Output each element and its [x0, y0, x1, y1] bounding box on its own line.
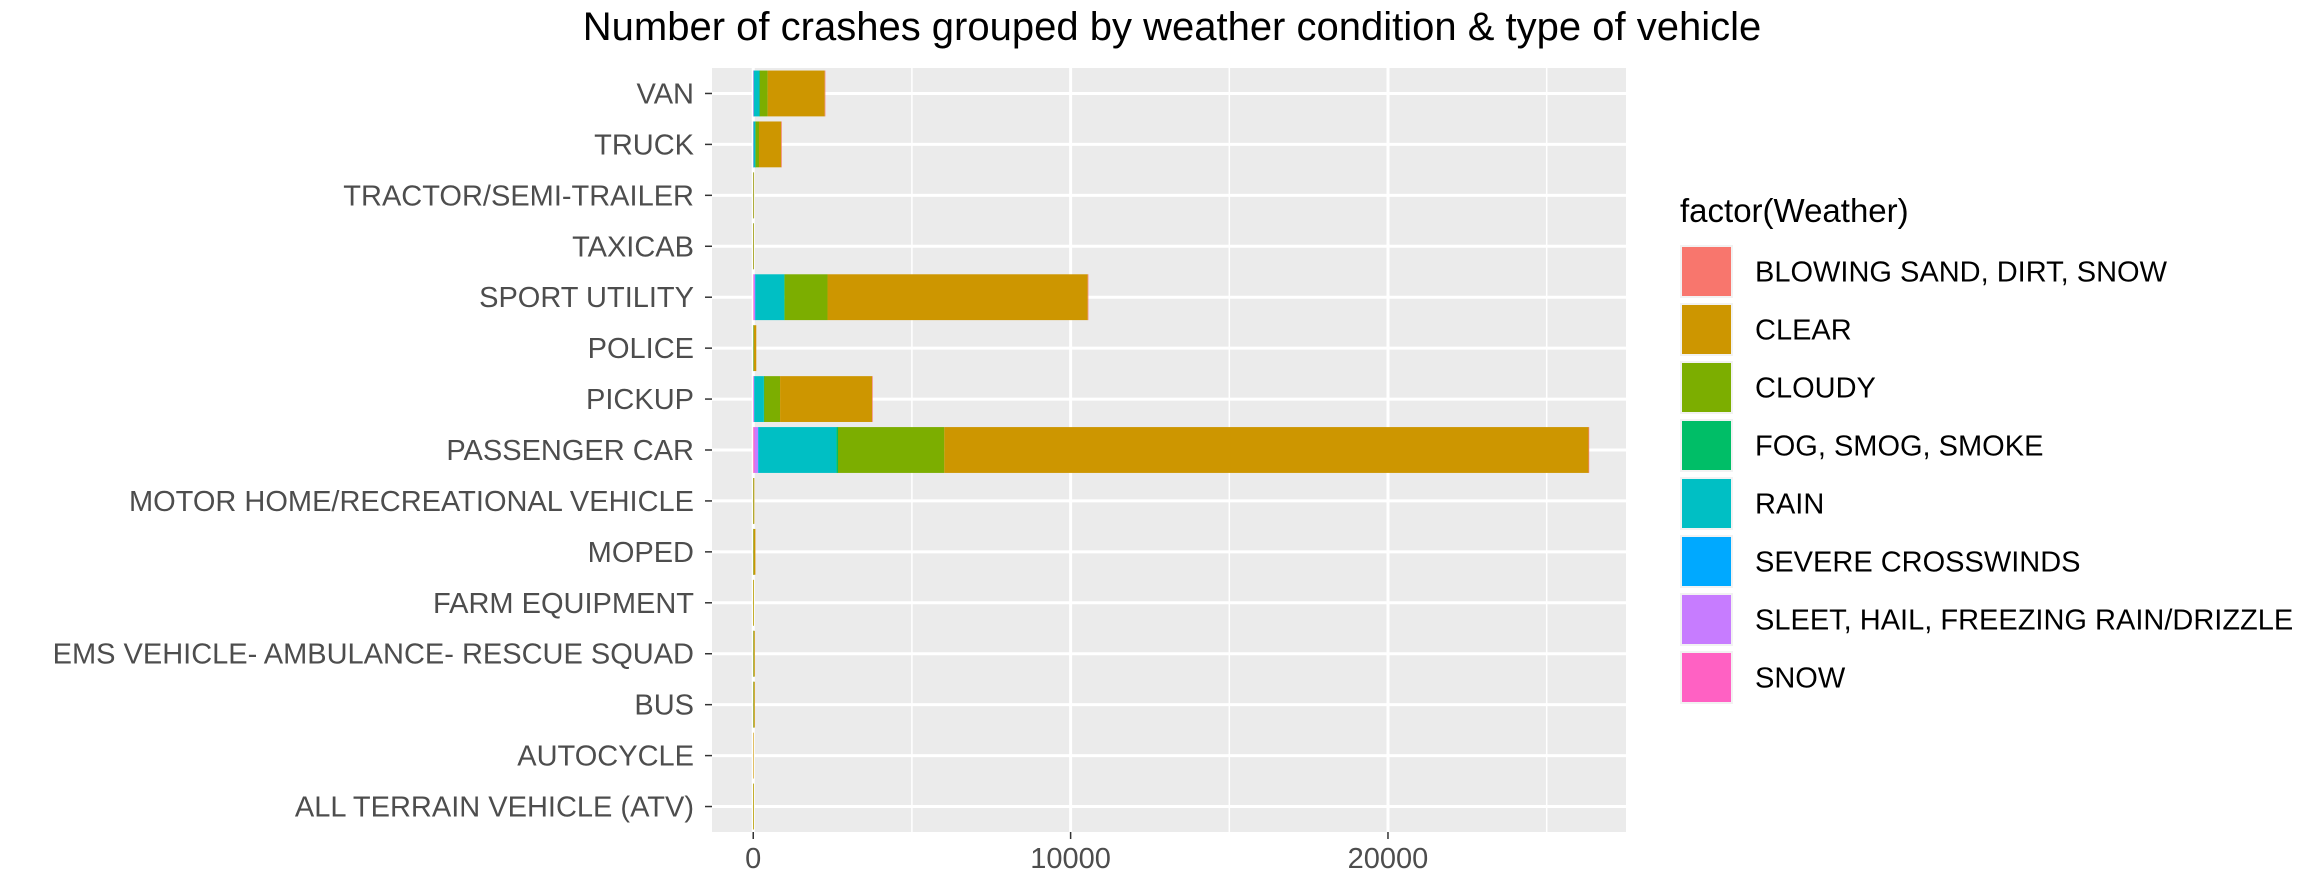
bar-segment — [755, 274, 756, 321]
y-tick-label: ALL TERRAIN VEHICLE (ATV) — [295, 792, 694, 824]
chart-title: Number of crashes grouped by weather con… — [583, 5, 1761, 49]
bar-segment — [753, 528, 756, 575]
legend-key — [1682, 421, 1731, 470]
y-tick-label: TRACTOR/SEMI-TRAILER — [343, 180, 694, 212]
legend-key — [1682, 537, 1731, 586]
bar-segment — [754, 427, 759, 473]
bar-segment — [753, 121, 756, 168]
bar-segment — [784, 274, 785, 321]
bar-segment — [767, 70, 825, 117]
legend-key — [1682, 305, 1731, 354]
bar-segment — [759, 121, 782, 168]
bar-segment — [764, 376, 781, 422]
bar-segment — [753, 376, 755, 422]
legend-key — [1682, 247, 1731, 296]
bar-segment — [780, 376, 873, 422]
bars — [753, 70, 1590, 830]
legend-key — [1682, 479, 1731, 528]
y-tick-label: PICKUP — [586, 384, 694, 416]
grid-lines — [712, 68, 1626, 832]
bar-segment — [758, 427, 837, 473]
legend-title: factor(Weather) — [1680, 192, 1909, 229]
y-tick-label: POLICE — [588, 333, 694, 365]
bar-segment — [824, 70, 826, 117]
bar-segment — [753, 70, 760, 117]
legend-key — [1682, 653, 1731, 702]
bar-segment — [753, 630, 755, 677]
legend-label: SNOW — [1755, 663, 1846, 695]
bar-segment — [781, 121, 782, 168]
x-tick-label: 10000 — [1030, 843, 1111, 875]
bar-segment — [753, 325, 757, 372]
x-axis: 0 10000 20000 — [745, 832, 1428, 875]
bar-segment — [753, 783, 754, 830]
bar-segment — [753, 478, 755, 524]
legend-label: FOG, SMOG, SMOKE — [1755, 431, 2043, 463]
y-tick-label: SPORT UTILITY — [479, 282, 694, 314]
y-tick-label: FARM EQUIPMENT — [433, 588, 694, 620]
bar-segment — [753, 681, 755, 728]
y-tick-label: AUTOCYCLE — [517, 741, 694, 773]
y-tick-label: PASSENGER CAR — [446, 435, 694, 467]
bar-segment — [753, 274, 756, 321]
legend: factor(Weather) BLOWING SAND, DIRT, SNOW… — [1680, 192, 2293, 704]
legend-label: SLEET, HAIL, FREEZING RAIN/DRIZZLE — [1755, 605, 2293, 637]
bar-segment — [944, 427, 1589, 473]
bar-segment — [753, 427, 755, 473]
y-tick-label: MOPED — [588, 537, 694, 569]
bar-segment — [755, 121, 760, 168]
y-tick-label: MOTOR HOME/RECREATIONAL VEHICLE — [129, 486, 694, 518]
legend-label: BLOWING SAND, DIRT, SNOW — [1755, 257, 2168, 289]
bar-segment — [1588, 427, 1590, 473]
legend-key — [1682, 595, 1731, 644]
legend-label: RAIN — [1755, 489, 1824, 521]
y-tick-label: VAN — [637, 78, 694, 110]
x-tick-label: 20000 — [1348, 843, 1429, 875]
bar-segment — [754, 376, 764, 422]
bar-segment — [753, 376, 754, 422]
y-tick-label: EMS VEHICLE- AMBULANCE- RESCUE SQUAD — [53, 639, 694, 671]
legend-label: CLOUDY — [1755, 373, 1876, 405]
y-axis: VAN TRUCK TRACTOR/SEMI-TRAILER TAXICAB SPORT… — [53, 78, 712, 824]
bar-segment — [753, 70, 755, 117]
legend-label: SEVERE CROSSWINDS — [1755, 547, 2081, 579]
bar-segment — [827, 274, 1088, 321]
y-tick-label: TRUCK — [594, 129, 695, 161]
bar-segment — [759, 70, 768, 117]
x-tick-label: 0 — [745, 843, 761, 875]
y-tick-label: BUS — [634, 690, 694, 722]
bar-segment — [1087, 274, 1089, 321]
bar-segment — [837, 427, 945, 473]
y-tick-label: TAXICAB — [572, 231, 694, 263]
bar-segment — [753, 223, 754, 270]
bar-segment — [872, 376, 873, 422]
legend-label: CLEAR — [1755, 315, 1852, 347]
legend-key — [1682, 363, 1731, 412]
bar-segment — [755, 274, 785, 321]
bar-segment — [758, 427, 759, 473]
bar-segment — [763, 376, 765, 422]
bar-segment — [753, 732, 754, 779]
bar-segment — [753, 579, 754, 626]
bar-segment — [836, 427, 838, 473]
bar-segment — [753, 274, 754, 321]
bar-segment — [753, 325, 755, 372]
bar-segment — [753, 172, 755, 219]
bar-segment — [784, 274, 828, 321]
